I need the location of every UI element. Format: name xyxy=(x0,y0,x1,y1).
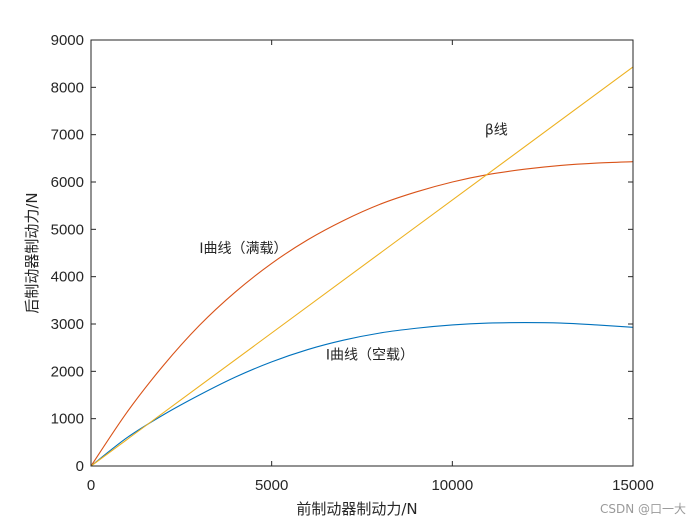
i-curve-full-load-line xyxy=(90,161,634,467)
y-tick-label: 4000 xyxy=(51,269,84,286)
beta-line xyxy=(90,66,634,467)
beta-line-label: β线 xyxy=(485,123,508,139)
x-axis-label: 前制动器制动力/N xyxy=(296,500,417,518)
y-tick-label: 3000 xyxy=(51,316,84,333)
annotation-layer: β线 I曲线（满载） I曲线（空载） xyxy=(199,123,507,364)
x-tick-label: 0 xyxy=(87,477,95,494)
i-curve-no-load-label: I曲线（空载） xyxy=(326,348,414,364)
x-tick-label: 10000 xyxy=(431,477,473,494)
ticks-layer: 0 5000 10000 15000 0 1000 2000 3000 4000 5000 6000… xyxy=(51,32,654,494)
y-tick-label: 8000 xyxy=(51,79,84,96)
i-curve-full-load-label: I曲线（满载） xyxy=(199,241,287,257)
y-tick-label: 6000 xyxy=(51,174,84,191)
i-curve-no-load-line xyxy=(90,322,634,467)
x-tick-label: 5000 xyxy=(255,477,288,494)
plot-frame xyxy=(90,39,634,467)
watermark: CSDN @口一大 xyxy=(599,502,686,516)
y-tick-label: 0 xyxy=(76,458,84,475)
y-tick-label: 1000 xyxy=(51,411,84,428)
y-axis-label: 后制动器制动力/N xyxy=(23,192,41,313)
y-tick-label: 7000 xyxy=(51,127,84,144)
y-tick-label: 9000 xyxy=(51,32,84,49)
x-tick-label: 15000 xyxy=(612,477,654,494)
series-layer xyxy=(90,66,634,467)
y-tick-label: 2000 xyxy=(51,363,84,380)
y-tick-label: 5000 xyxy=(51,221,84,238)
